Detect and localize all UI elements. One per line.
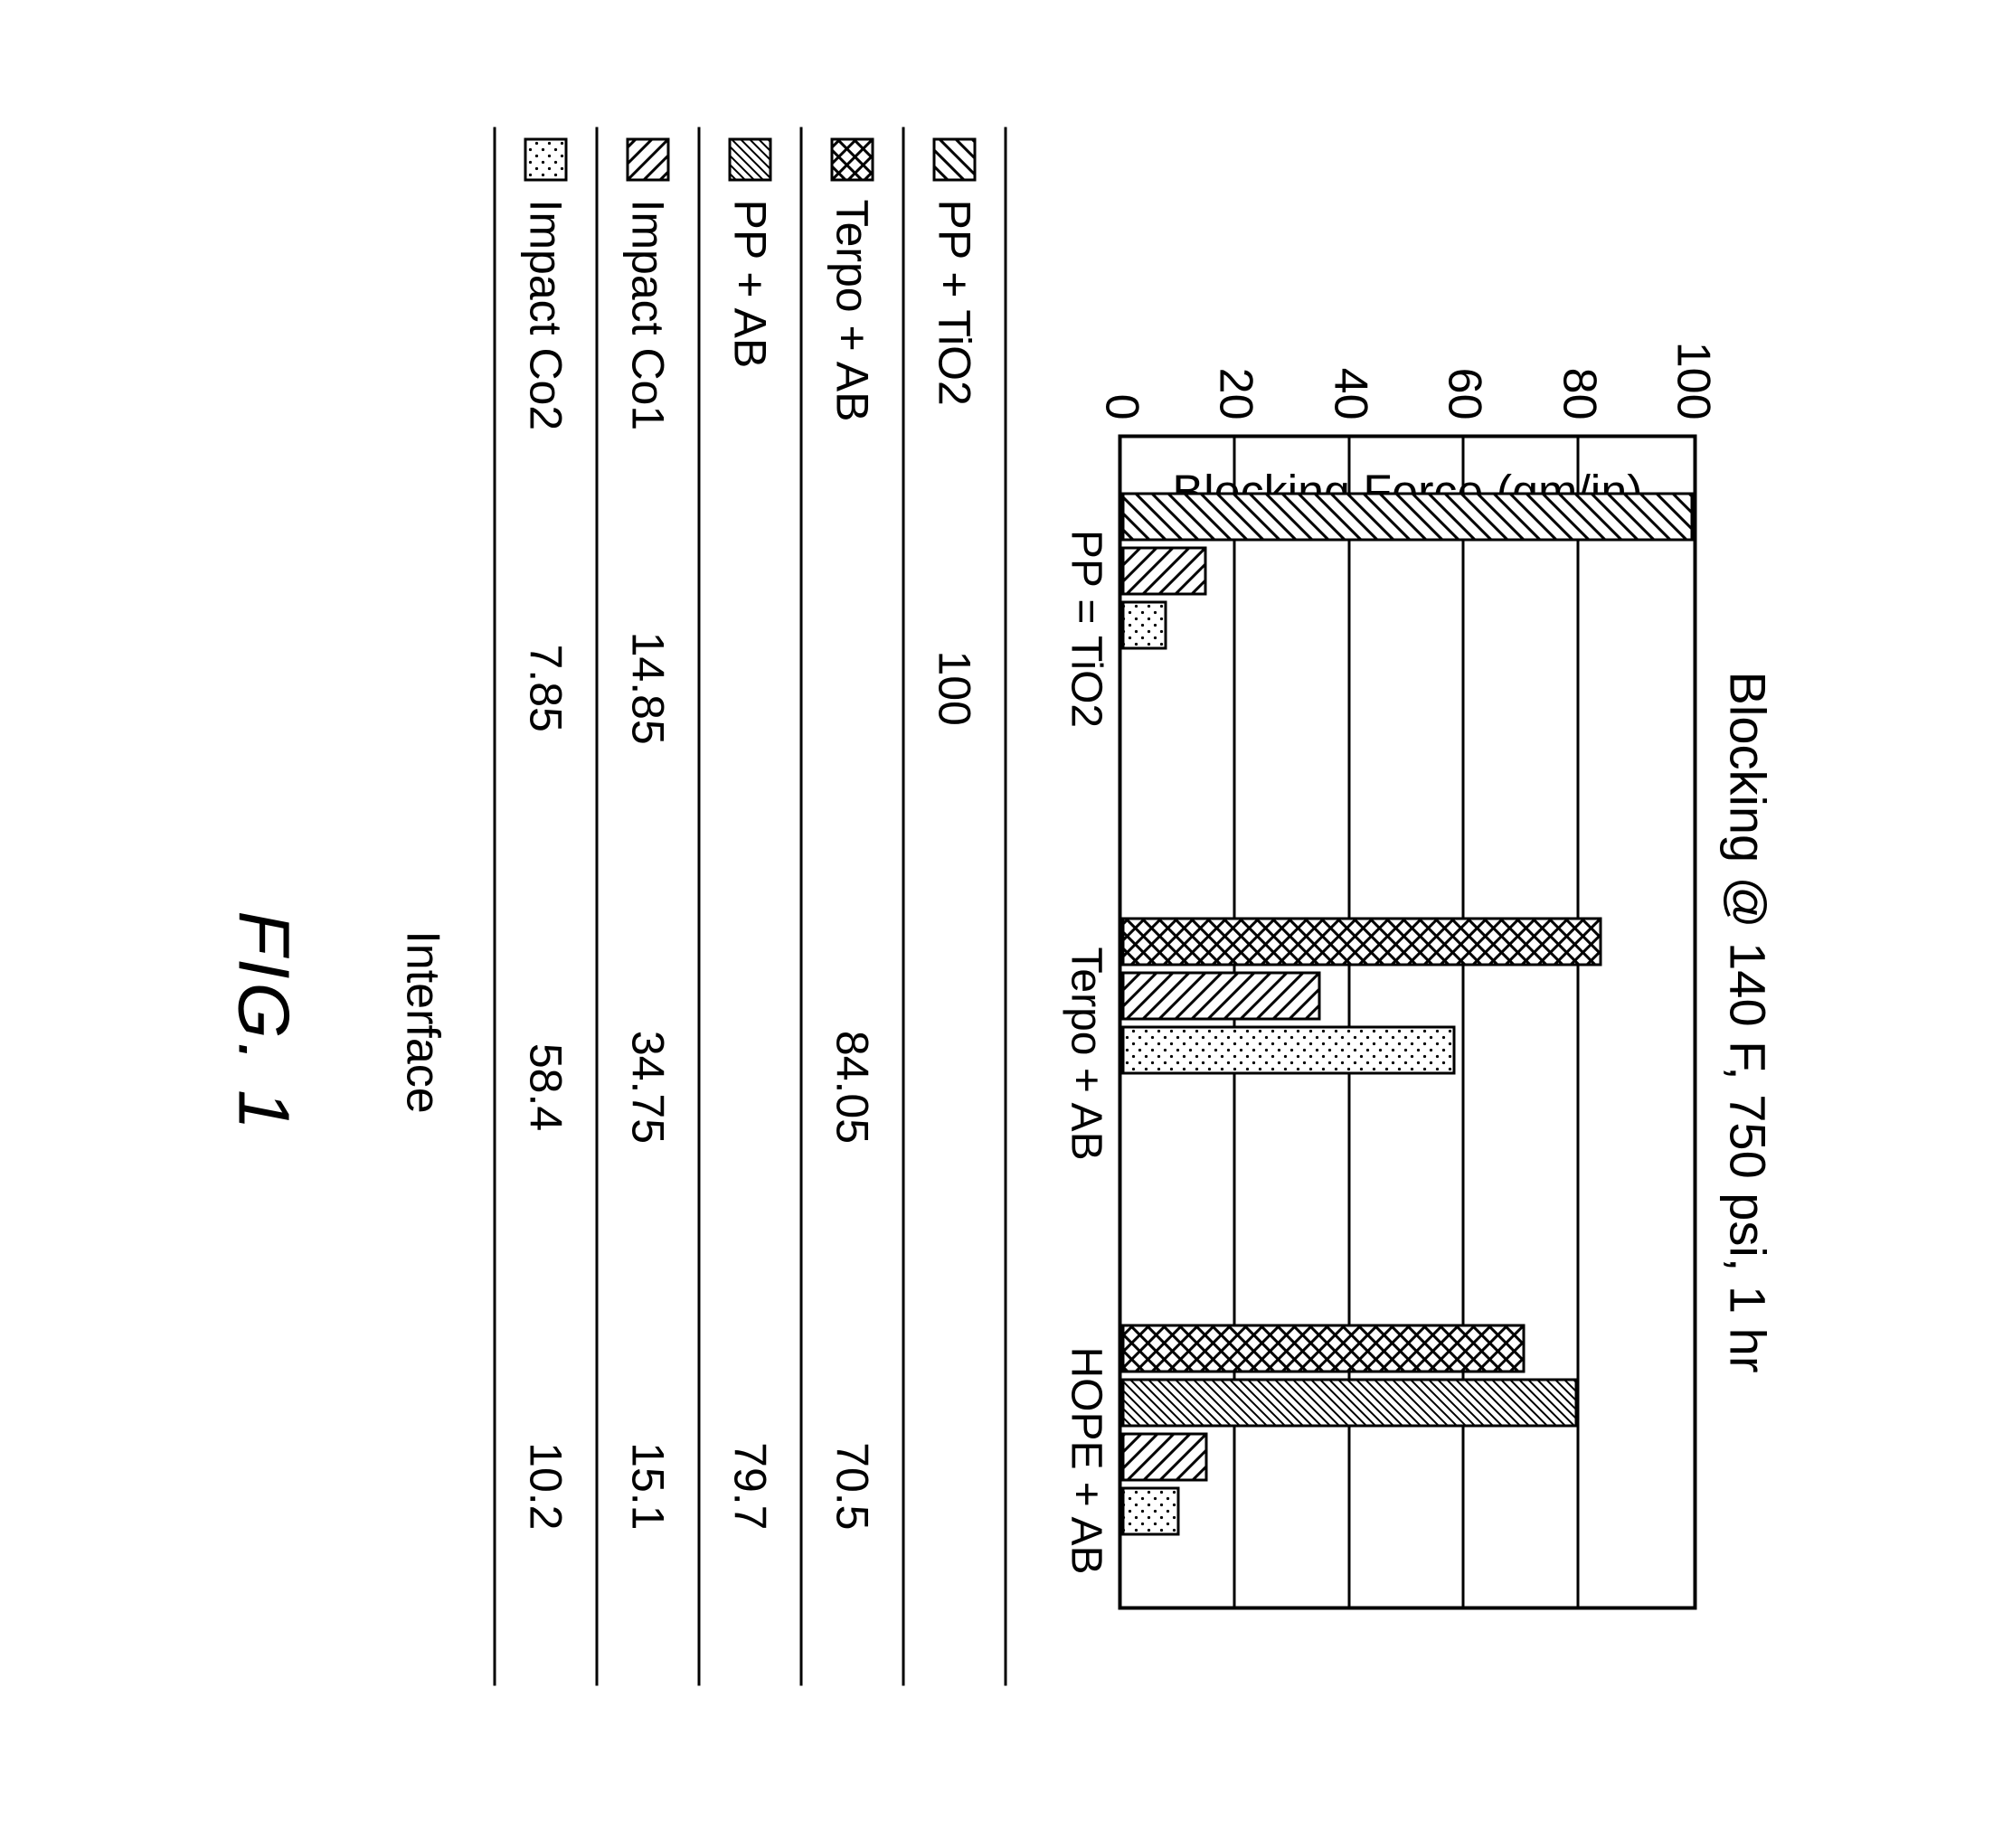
- legend-swatch: [932, 137, 976, 181]
- table-value-cell: 15.1: [621, 1287, 674, 1685]
- table-value-cell: 58.4: [519, 887, 571, 1286]
- x-category-label: Terpo + AB: [1061, 913, 1110, 1193]
- table-value-cell: 84.05: [826, 887, 878, 1286]
- y-tick-label: 20: [1208, 338, 1262, 420]
- rotated-figure-wrapper: Blocking @ 140 F, 750 psi, 1 hr Blocking…: [0, 0, 2012, 1848]
- table-row: PP + TiO2100: [904, 127, 1006, 1685]
- table-row: PP + AB 79.7: [700, 127, 802, 1685]
- gridline: [1347, 438, 1350, 1606]
- legend-swatch-cell: [728, 127, 771, 192]
- bar: [1121, 1486, 1179, 1535]
- legend-swatch-cell: [524, 127, 567, 192]
- chart-plot-area: Blocking Force (gm/in) 020406080100: [1118, 434, 1696, 1609]
- gridline: [1233, 438, 1235, 1606]
- series-name-label: PP + AB: [723, 192, 776, 488]
- table-row: Impact Co114.8534.7515.1: [598, 127, 700, 1685]
- figure-number-label: FIG. 1: [222, 434, 305, 1609]
- bar: [1121, 1025, 1455, 1074]
- legend-swatch-cell: [626, 127, 669, 192]
- gridline: [1576, 438, 1579, 1606]
- legend-swatch: [626, 137, 669, 181]
- data-table: PP + TiO2100 Terpo + AB 84.0570.5 PP + AB 79…: [493, 127, 1006, 1685]
- y-tick-label: 80: [1552, 338, 1606, 420]
- y-tick-label: 40: [1323, 338, 1377, 420]
- y-tick-label: 100: [1666, 338, 1720, 420]
- x-category-label: HOPE + AB: [1061, 1320, 1110, 1600]
- x-axis-label: Interface: [395, 434, 449, 1609]
- table-value-cell: 79.7: [723, 1287, 776, 1685]
- bar: [1121, 492, 1693, 541]
- x-axis-categories: PP = TiO2 Terpo + AB HOPE + AB: [1061, 434, 1110, 1609]
- x-category-label: PP = TiO2: [1061, 488, 1110, 768]
- legend-swatch-cell: [830, 127, 874, 192]
- bar: [1121, 1432, 1207, 1481]
- legend-swatch: [524, 137, 567, 181]
- bar: [1121, 917, 1601, 966]
- table-value-cell: 14.85: [621, 488, 674, 887]
- bar: [1121, 971, 1320, 1020]
- table-row: Terpo + AB 84.0570.5: [802, 127, 904, 1685]
- series-name-label: Impact Co1: [621, 192, 674, 488]
- series-name-label: Impact Co2: [519, 192, 571, 488]
- bar: [1121, 600, 1167, 649]
- table-value-cell: 7.85: [519, 488, 571, 887]
- series-name-label: Terpo + AB: [826, 192, 878, 488]
- table-value-cell: 70.5: [826, 1287, 878, 1685]
- figure-content: Blocking @ 140 F, 750 psi, 1 hr Blocking…: [222, 163, 1777, 1685]
- gridline: [1461, 438, 1464, 1606]
- y-tick-label: 0: [1094, 338, 1148, 420]
- y-tick-label: 60: [1437, 338, 1491, 420]
- series-name-label: PP + TiO2: [928, 192, 980, 488]
- bar: [1121, 1378, 1577, 1427]
- legend-swatch-cell: [932, 127, 976, 192]
- bar: [1121, 546, 1206, 595]
- bar: [1121, 1324, 1525, 1372]
- table-value-cell: 34.75: [621, 887, 674, 1286]
- legend-swatch: [830, 137, 874, 181]
- table-row: Impact Co27.8558.410.2: [493, 127, 598, 1685]
- table-value-cell: 100: [928, 488, 980, 887]
- chart-title: Blocking @ 140 F, 750 psi, 1 hr: [1718, 434, 1777, 1609]
- table-value-cell: 10.2: [519, 1287, 571, 1685]
- legend-swatch: [728, 137, 771, 181]
